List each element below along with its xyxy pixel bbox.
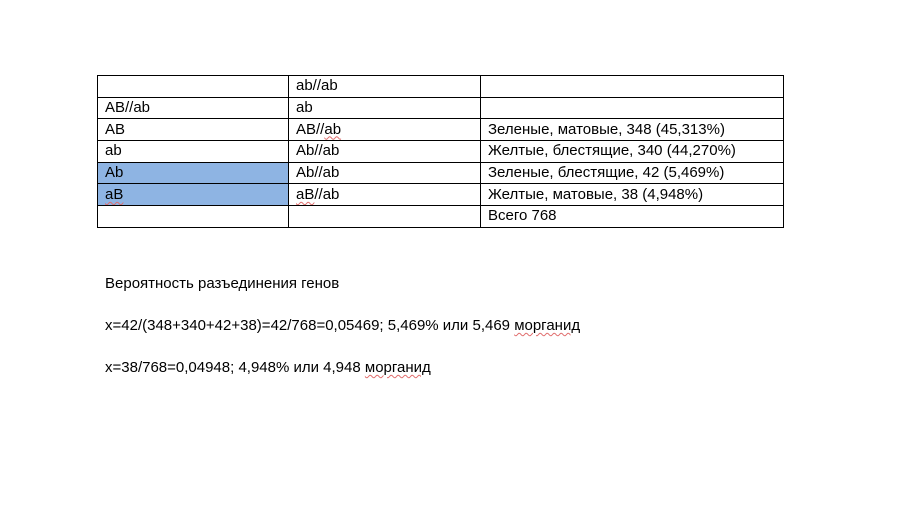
cell-text: Зеленые, блестящие, 42 (5,469%): [488, 164, 725, 182]
cell-text-misspelled: ab: [324, 120, 342, 138]
table-cell: [97, 205, 289, 228]
table-cell-highlighted: aB: [97, 183, 289, 207]
table-cell: ab//ab: [288, 75, 481, 98]
table-row-5: Ab Ab//ab Зеленые, блестящие, 42 (5,469%…: [97, 161, 784, 185]
paragraph-text: x=42/(348+340+42+38)=42/768=0,05469; 5,4…: [105, 317, 515, 334]
table-row-3: AB AB//ab Зеленые, матовые, 348 (45,313%…: [97, 118, 784, 142]
table-row-6: aB aB//ab Желтые, матовые, 38 (4,948%): [97, 183, 784, 207]
table-cell: AB//ab: [288, 118, 481, 142]
cell-text: Ab//ab: [296, 164, 340, 182]
paragraph-text: x=38/768=0,04948; 4,948% или 4,948: [105, 359, 365, 376]
table-cell: Зеленые, матовые, 348 (45,313%): [480, 118, 784, 142]
cell-text: Желтые, блестящие, 340 (44,270%): [488, 142, 736, 160]
cell-text-misspelled: aB: [105, 185, 124, 203]
table-row-1: ab//ab: [97, 75, 784, 98]
table-row-2: AB//ab ab: [97, 96, 784, 120]
table-cell: Ab//ab: [288, 140, 481, 163]
paragraph-probability-heading: Вероятность разъединения генов: [105, 274, 339, 294]
cell-text: AB//ab: [105, 99, 151, 117]
paragraph-formula-2: x=38/768=0,04948; 4,948% или 4,948 морга…: [105, 358, 431, 378]
cell-text: Ab//ab: [296, 142, 340, 160]
paragraph-text: Вероятность разъединения генов: [105, 275, 340, 292]
cell-text: ab//ab: [296, 77, 338, 95]
cell-text: Желтые, матовые, 38 (4,948%): [488, 185, 704, 203]
cell-text: Ab: [105, 164, 124, 182]
cell-text: //ab: [314, 185, 340, 203]
table-cell: ab: [97, 140, 289, 163]
paragraph-formula-1: x=42/(348+340+42+38)=42/768=0,05469; 5,4…: [105, 316, 580, 336]
cell-text-misspelled: aB: [296, 185, 315, 203]
cell-text: AB//: [296, 120, 325, 138]
paragraph-text-misspelled: морганид: [514, 317, 581, 334]
table-cell: ab: [288, 96, 481, 120]
cell-text: Всего 768: [488, 207, 557, 225]
table-cell: AB: [97, 118, 289, 142]
table-cell: [480, 75, 784, 98]
cell-text: AB: [105, 120, 126, 138]
cell-text: ab: [296, 99, 313, 117]
table-cell: Зеленые, блестящие, 42 (5,469%): [480, 161, 784, 185]
genetics-cross-table: ab//ab AB//ab ab AB AB//ab Зеленые, мато…: [97, 75, 784, 228]
table-cell: [288, 205, 481, 228]
table-row-7: Всего 768: [97, 205, 784, 228]
table-cell: Желтые, матовые, 38 (4,948%): [480, 183, 784, 207]
table-cell-highlighted: Ab: [97, 161, 289, 185]
paragraph-text-misspelled: морганид: [364, 359, 431, 376]
table-cell: Желтые, блестящие, 340 (44,270%): [480, 140, 784, 163]
table-row-4: ab Ab//ab Желтые, блестящие, 340 (44,270…: [97, 140, 784, 163]
table-cell: aB//ab: [288, 183, 481, 207]
table-cell: [480, 96, 784, 120]
cell-text: ab: [105, 142, 122, 160]
table-cell: [97, 75, 289, 98]
table-cell: Всего 768: [480, 205, 784, 228]
table-cell: AB//ab: [97, 96, 289, 120]
cell-text: Зеленые, матовые, 348 (45,313%): [488, 120, 725, 138]
table-cell: Ab//ab: [288, 161, 481, 185]
